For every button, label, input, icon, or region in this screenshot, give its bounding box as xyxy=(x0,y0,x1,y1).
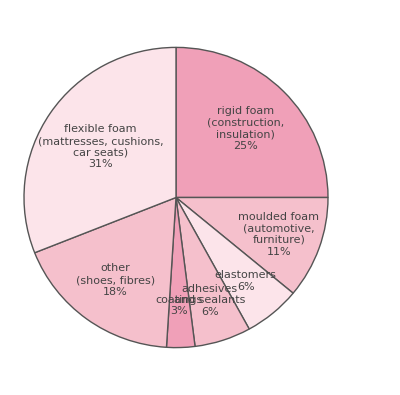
Text: other
(shoes, fibres)
18%: other (shoes, fibres) 18% xyxy=(76,263,155,297)
Wedge shape xyxy=(176,198,293,329)
Text: elastomers
6%: elastomers 6% xyxy=(215,270,277,292)
Text: flexible foam
(mattresses, cushions,
car seats)
31%: flexible foam (mattresses, cushions, car… xyxy=(38,124,163,169)
Wedge shape xyxy=(176,198,249,346)
Text: moulded foam
(automotive,
furniture)
11%: moulded foam (automotive, furniture) 11% xyxy=(238,212,320,256)
Text: adhesives
and sealants
6%: adhesives and sealants 6% xyxy=(174,284,246,317)
Text: rigid foam
(construction,
insulation)
25%: rigid foam (construction, insulation) 25… xyxy=(207,106,284,151)
Wedge shape xyxy=(176,47,328,198)
Wedge shape xyxy=(166,198,195,348)
Text: coatings
3%: coatings 3% xyxy=(156,295,203,316)
Wedge shape xyxy=(24,47,176,253)
Wedge shape xyxy=(35,198,176,347)
Wedge shape xyxy=(176,198,328,293)
